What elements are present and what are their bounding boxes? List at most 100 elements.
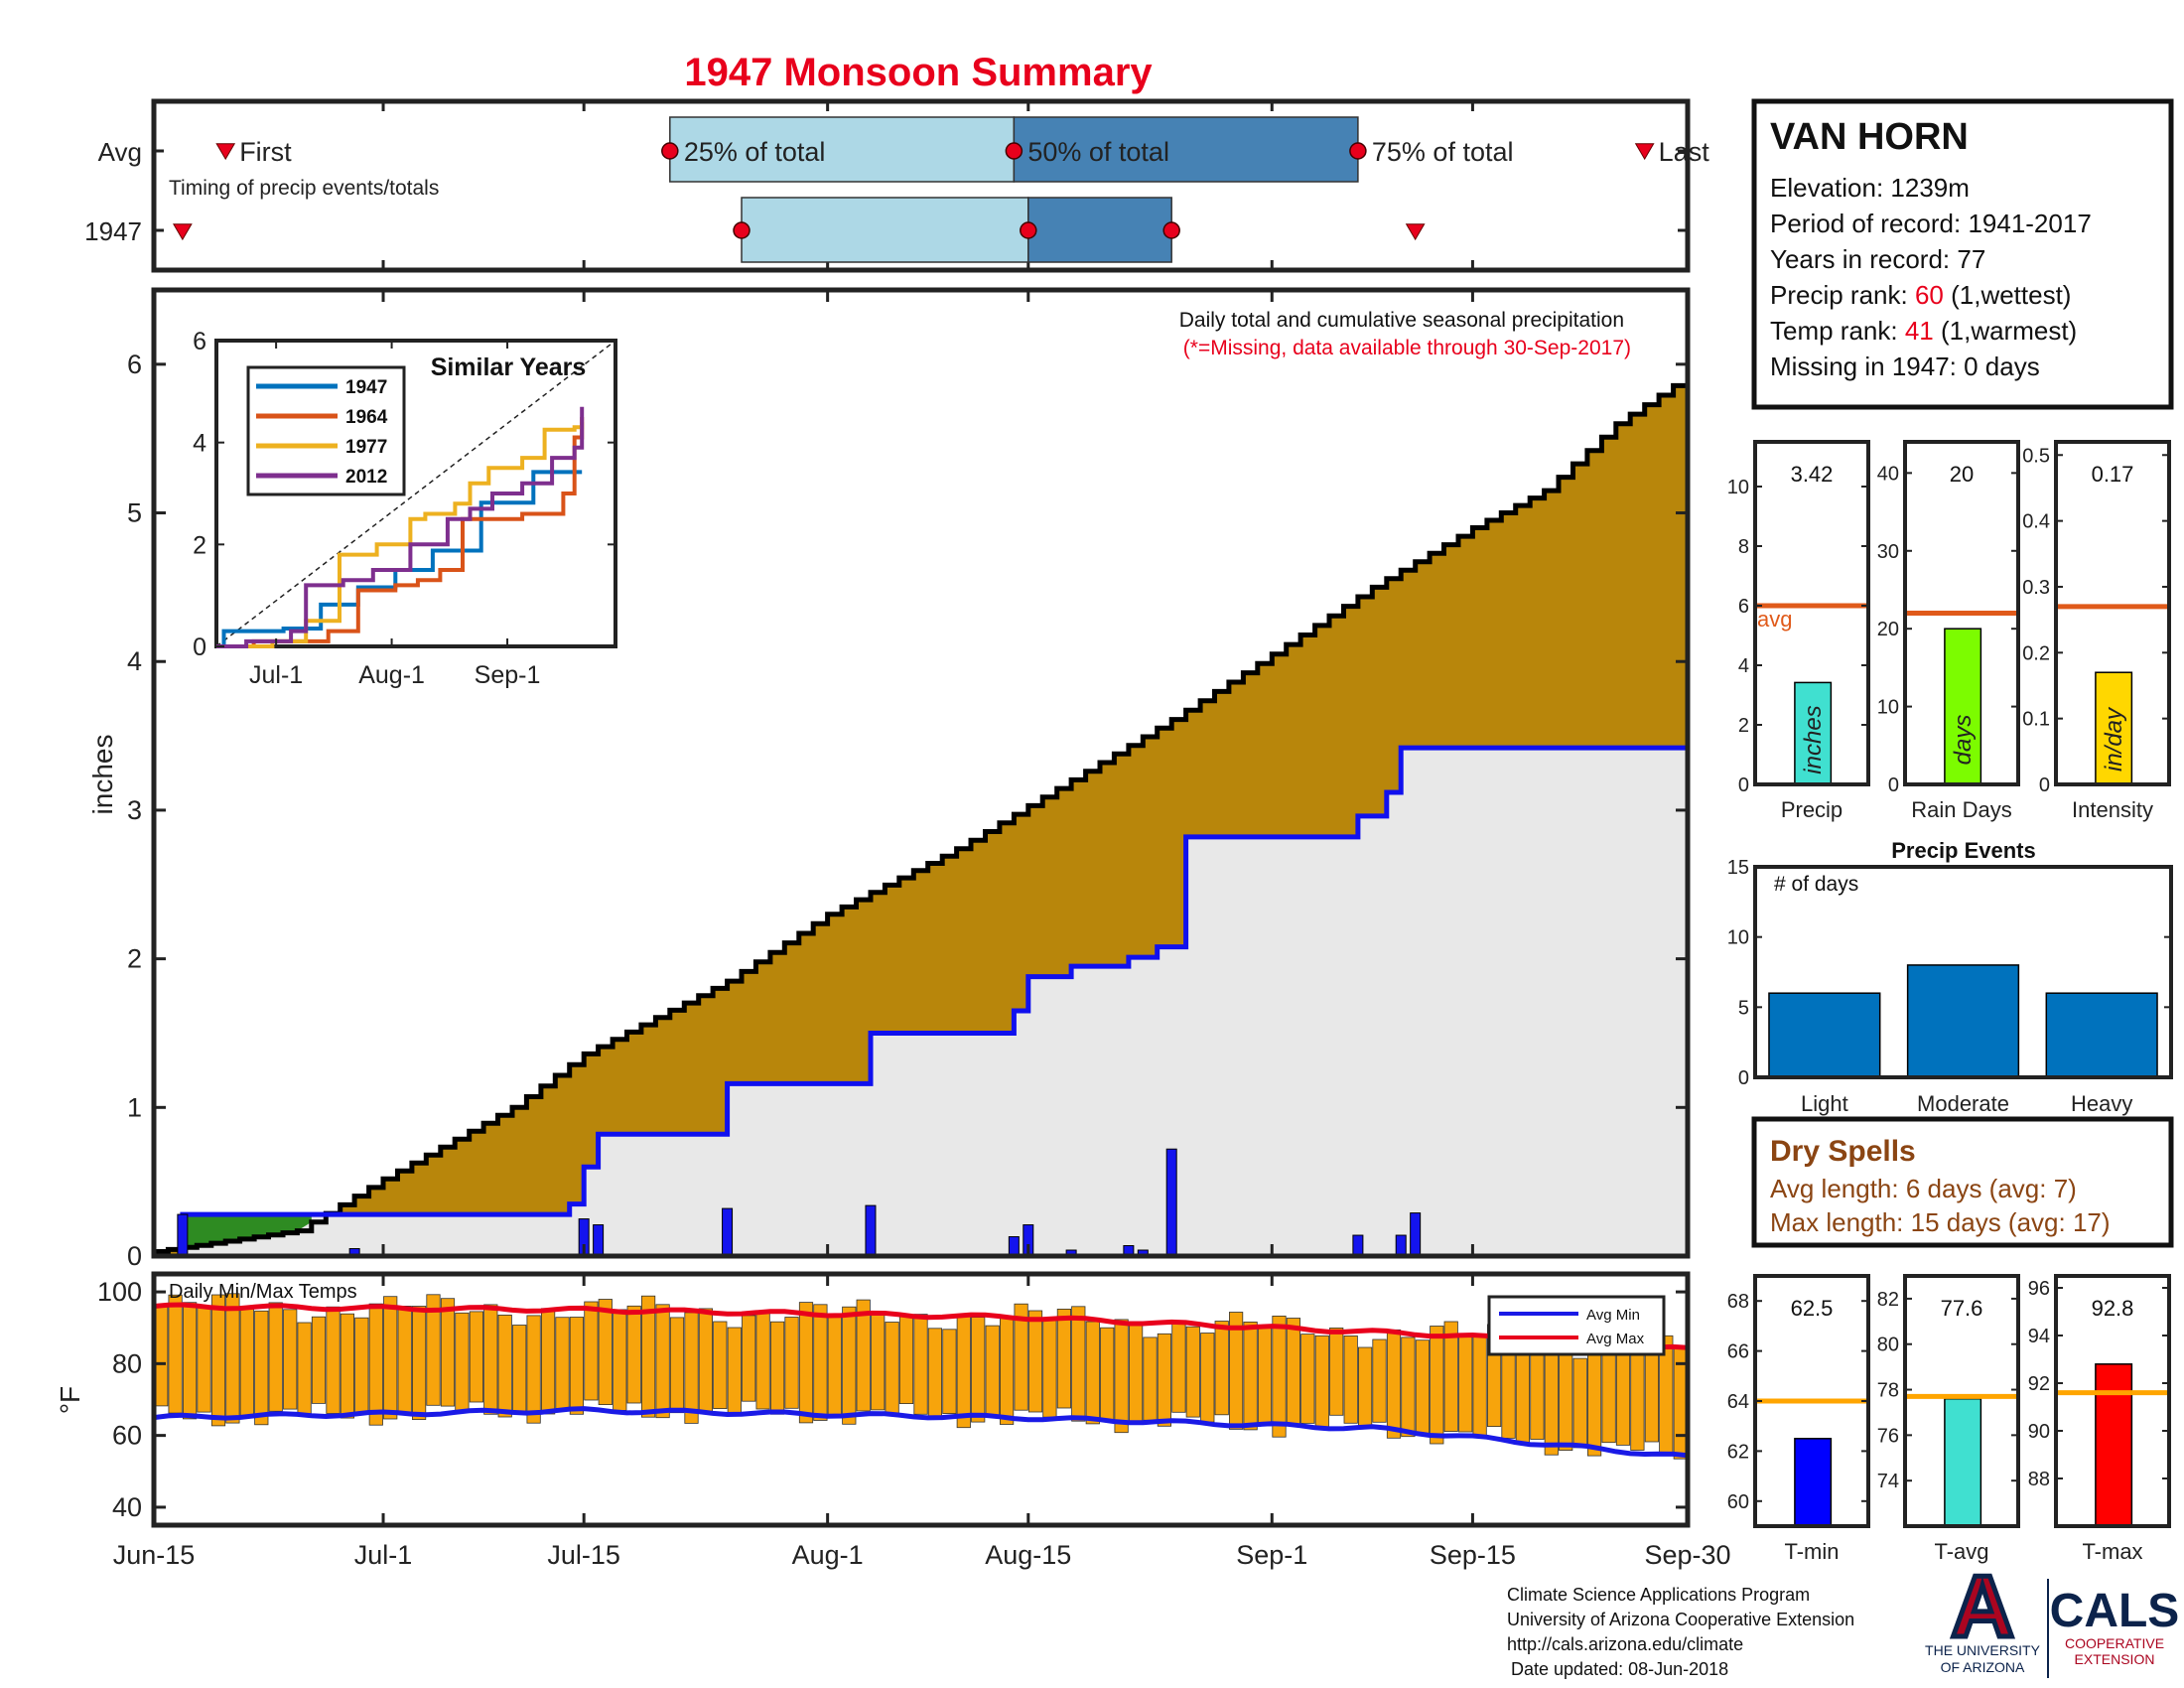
panel-category-label: Precip <box>1781 797 1843 822</box>
daily-temp-bar <box>383 1296 398 1420</box>
avg-p50-marker <box>1005 142 1024 160</box>
panel-avg-label: avg <box>1757 607 1792 632</box>
daily-temp-bar <box>1415 1339 1430 1435</box>
daily-temp-bar <box>469 1311 484 1403</box>
avg-min-line <box>153 1406 1689 1459</box>
daily-temp-bar <box>1329 1328 1344 1416</box>
footer-line-2: University of Arizona Cooperative Extens… <box>1507 1610 1854 1629</box>
similar-year-line-1947 <box>216 470 583 648</box>
ua-a-letter: A <box>1951 1557 2014 1655</box>
panel-ytick-label: 0.4 <box>2022 511 2050 533</box>
avg-first-marker <box>215 143 236 161</box>
station-temp-rank: Temp rank: 41 (1,warmest) <box>1770 316 2077 346</box>
date-tick-label: Aug-15 <box>985 1540 1071 1570</box>
events-ytick-label: 10 <box>1727 927 1749 949</box>
event-bar-light <box>1768 992 1881 1078</box>
avg-p25-label: 25% of total <box>684 137 826 167</box>
year-25-50-box <box>741 197 1029 263</box>
daily-temp-bar <box>1171 1322 1186 1413</box>
cumulative-ytick-label: 6 <box>127 350 142 379</box>
daily-temp-bar <box>1343 1336 1358 1424</box>
timing-panel: First 25% of total 50% of total 75% of tota… <box>84 98 1709 273</box>
panel-ytick-label: 10 <box>1727 477 1749 498</box>
daily-temp-bar <box>898 1314 914 1405</box>
daily-temp-bar <box>1630 1348 1645 1451</box>
daily-temp-bar <box>626 1305 641 1404</box>
legend-avg-min-label: Avg Min <box>1586 1307 1640 1324</box>
inset-xtick-label: Aug-1 <box>358 661 425 689</box>
daily-temp-bar <box>297 1322 312 1416</box>
panel-ytick-label: 30 <box>1877 541 1899 563</box>
daily-temp-bar <box>971 1317 986 1423</box>
daily-temp-bar <box>268 1302 283 1412</box>
daily-temp-bar <box>798 1302 814 1424</box>
panel-category-label: T-min <box>1785 1539 1840 1564</box>
daily-temp-bar <box>742 1315 756 1402</box>
events-ylabel: # of days <box>1774 873 1858 896</box>
daily-temp-bar <box>1615 1349 1631 1446</box>
daily-temp-bar <box>641 1295 656 1418</box>
station-info: VAN HORN Elevation: 1239m Period of reco… <box>1751 98 2174 410</box>
panel-category-label: Rain Days <box>1911 797 2011 822</box>
cumulative-ylabel: inches <box>87 735 118 815</box>
dry-spells-max: Max length: 15 days (avg: 17) <box>1770 1207 2111 1237</box>
daily-temp-bar <box>225 1293 240 1424</box>
daily-precip-bar <box>177 1213 189 1257</box>
daily-temp-bar <box>1200 1333 1215 1423</box>
avg-max-line <box>153 1302 1689 1350</box>
panel-value-label: 92.8 <box>2092 1296 2134 1321</box>
event-category-label: Heavy <box>2071 1091 2132 1116</box>
daily-precip-bar <box>722 1207 734 1257</box>
daily-temp-bar <box>1515 1346 1530 1444</box>
cumulative-ytick-label: 4 <box>127 646 142 676</box>
avg-cumulative-line <box>154 382 1688 1254</box>
dry-spells: Dry Spells Avg length: 6 days (avg: 7) M… <box>1751 1116 2174 1248</box>
daily-temp-bar <box>1286 1318 1300 1427</box>
year-first-marker <box>173 223 193 241</box>
panel-ytick-label: 0 <box>1738 774 1749 796</box>
station-period: Period of record: 1941-2017 <box>1770 209 2092 238</box>
daily-temp-bar <box>942 1329 957 1415</box>
panel-ytick-label: 20 <box>1877 619 1899 640</box>
daily-temp-bar <box>784 1317 799 1409</box>
daily-temp-bar <box>698 1308 714 1413</box>
daily-temp-bar <box>927 1328 943 1420</box>
daily-temp-bar <box>871 1312 886 1411</box>
cumulative-ytick-label: 5 <box>127 498 142 528</box>
date-tick-label: Jul-1 <box>354 1540 413 1570</box>
temperature-legend: Avg Min Avg Max <box>1487 1295 1666 1356</box>
precip-events-frame <box>1753 865 2173 1079</box>
panel-category-label: Intensity <box>2072 797 2153 822</box>
panel-category-label: T-avg <box>1934 1539 1988 1564</box>
dry-spells-avg: Avg length: 6 days (avg: 7) <box>1770 1174 2077 1203</box>
panel-ytick-label: 88 <box>2028 1469 2050 1490</box>
temperature-title: Daily Min/Max Temps <box>169 1281 357 1303</box>
daily-temp-bar <box>598 1299 613 1405</box>
similar-years-title: Similar Years <box>431 353 587 381</box>
daily-temp-bar <box>1300 1334 1315 1424</box>
daily-precip-bar <box>865 1204 877 1257</box>
daily-temp-bar <box>283 1309 298 1410</box>
daily-temp-bar <box>1027 1310 1043 1413</box>
panel-ytick-label: 0.2 <box>2022 642 2050 664</box>
panel-ytick-label: 62 <box>1727 1441 1749 1463</box>
daily-temp-bar <box>1601 1340 1616 1444</box>
date-tick-label: Jun-15 <box>113 1540 196 1570</box>
timing-note: Timing of precip events/totals <box>169 177 439 200</box>
daily-temp-bar <box>497 1315 512 1418</box>
panel-ytick-label: 0.5 <box>2022 445 2050 467</box>
panel-ytick-label: 92 <box>2028 1373 2050 1395</box>
daily-temp-bar <box>713 1321 728 1409</box>
panel-ytick-label: 2 <box>1738 715 1749 737</box>
similar-years-inset: 0 2 4 6 Jul-1 Aug-1 Sep-1 1947 1964 1977 2012 Simi… <box>193 328 617 689</box>
panel-ytick-label: 8 <box>1738 536 1749 558</box>
similar-year-line-1977 <box>216 422 585 648</box>
panel-ytick-label: 40 <box>1877 463 1899 485</box>
panel-ytick-label: 0.1 <box>2022 709 2050 731</box>
events-ytick-label: 0 <box>1738 1067 1749 1089</box>
daily-temp-bar <box>354 1317 369 1413</box>
panel-category-label: T-max <box>2082 1539 2142 1564</box>
inset-ytick-label: 6 <box>193 328 206 355</box>
temp-ytick-label: 40 <box>112 1492 142 1522</box>
